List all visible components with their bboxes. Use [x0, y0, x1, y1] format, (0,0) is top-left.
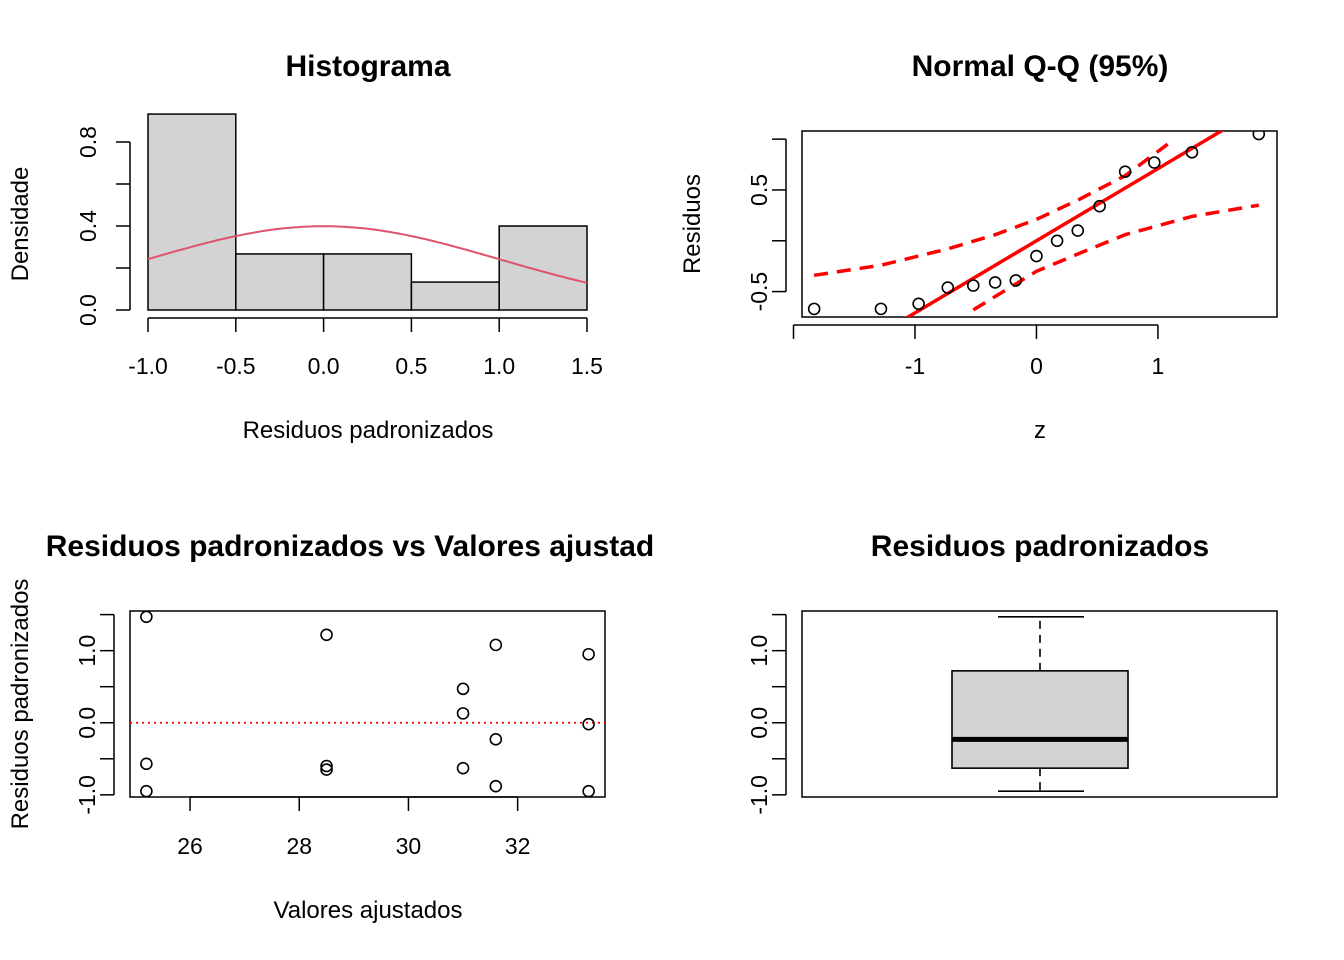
qq-y-tick-label: -0.5	[746, 272, 772, 312]
residuals-y-tick-label: 0.0	[74, 707, 100, 739]
qq-point	[874, 302, 888, 316]
histogram-bar	[410, 281, 500, 311]
histogram-plot: -1.0 -0.5 0.0 0.5 1.0 1.5 0.0 0.4 0.8	[75, 113, 603, 379]
qq-point	[912, 297, 925, 311]
residual-point	[456, 761, 470, 775]
boxplot-panel: Residuos padronizados -1.0 0.0 1.0	[746, 530, 1278, 815]
qq-point	[1093, 199, 1106, 213]
qq-point	[1009, 274, 1023, 287]
qq-point	[941, 281, 955, 294]
boxplot-plot: -1.0 0.0 1.0	[746, 613, 1129, 815]
qq-point	[988, 276, 1002, 289]
residual-point	[320, 628, 333, 642]
residuals-y-tick-label: 1.0	[74, 635, 100, 667]
qq-point	[1071, 224, 1085, 237]
histogram-x-tick-label: 1.5	[571, 353, 603, 379]
residual-point	[489, 733, 503, 746]
residual-point	[582, 647, 595, 661]
qq-ylabel: Residuos	[679, 174, 706, 274]
histogram-y-tick-label: 0.0	[75, 294, 101, 326]
residuals-y-tick-label: -1.0	[74, 775, 100, 815]
qq-x-tick-label: 0	[1030, 353, 1043, 379]
boxplot-y-tick-label: -1.0	[746, 775, 772, 815]
residuals-x-tick-label: 30	[396, 833, 422, 859]
qq-reference-line	[904, 131, 1225, 317]
residual-point	[582, 784, 595, 798]
qq-point	[1148, 156, 1161, 169]
histogram-y-tick-label: 0.8	[75, 126, 101, 158]
histogram-bar	[498, 225, 588, 311]
residuals-vs-fitted-panel: Residuos padronizados vs Valores ajustad…	[7, 530, 654, 924]
histogram-x-tick-label: 1.0	[483, 353, 515, 379]
histogram-bar	[322, 253, 413, 311]
residuals-x-tick-label: 26	[177, 833, 203, 859]
qq-point	[1185, 146, 1199, 159]
residual-point	[320, 763, 333, 776]
residual-point	[489, 638, 503, 652]
qq-plot-frame	[801, 130, 1278, 318]
histogram-x-tick-label: -1.0	[128, 353, 168, 379]
qq-point	[807, 302, 821, 316]
qq-point	[1118, 165, 1132, 178]
residual-point	[456, 682, 470, 696]
residuals-plot-frame	[129, 610, 606, 798]
qq-title: Normal Q-Q (95%)	[912, 50, 1169, 83]
qq-y-tick-label: 0.5	[746, 174, 772, 206]
residuals-vs-fitted-title: Residuos padronizados vs Valores ajustad	[46, 530, 655, 563]
residual-point	[320, 759, 333, 773]
qq-lower-confidence-band	[972, 203, 1260, 312]
qq-point	[1030, 249, 1043, 263]
histogram-title: Histograma	[285, 50, 450, 83]
residuals-x-tick-label: 28	[286, 833, 312, 859]
boxplot-title: Residuos padronizados	[871, 530, 1209, 563]
qq-xlabel: z	[1034, 417, 1046, 444]
histogram-ylabel: Densidade	[7, 167, 34, 282]
residuals-vs-fitted-xlabel: Valores ajustados	[274, 897, 463, 924]
histogram-x-tick-label: -0.5	[216, 353, 256, 379]
histogram-panel: Histograma -1.0 -0.5 0.0 0.5 1.0 1.5 0.0 0.4 0.8…	[7, 50, 603, 444]
boxplot-y-tick-label: 0.0	[746, 707, 772, 739]
histogram-bar	[235, 253, 325, 311]
residuals-vs-fitted-plot: 26 28 30 32 -1.0 0.0 1.0	[74, 610, 605, 859]
qq-plot: -1 0 1 -0.5 0.5	[746, 131, 1266, 379]
residual-point	[456, 707, 470, 720]
residual-point	[140, 610, 153, 624]
residual-point	[582, 717, 595, 731]
residual-point	[140, 757, 153, 771]
interquartile-box	[951, 670, 1129, 769]
histogram-y-tick-label: 0.4	[75, 210, 101, 242]
qq-point	[1050, 234, 1064, 248]
qq-point	[966, 279, 980, 292]
qq-x-tick-label: 1	[1152, 353, 1165, 379]
residuals-x-tick-label: 32	[505, 833, 531, 859]
histogram-bar	[147, 113, 237, 311]
boxplot-plot-frame	[801, 610, 1278, 798]
qq-panel: Normal Q-Q (95%) -1 0 1 -0.5 0.5 z Residuos	[679, 50, 1278, 444]
qq-upper-confidence-band	[813, 142, 1169, 278]
histogram-x-tick-label: 0.5	[395, 353, 427, 379]
boxplot-y-tick-label: 1.0	[746, 635, 772, 667]
normal-density-curve	[147, 225, 588, 284]
qq-x-tick-label: -1	[905, 353, 925, 379]
residual-point	[140, 784, 153, 798]
residuals-vs-fitted-ylabel: Residuos padronizados	[7, 579, 34, 830]
histogram-x-tick-label: 0.0	[308, 353, 340, 379]
histogram-xlabel: Residuos padronizados	[243, 417, 494, 444]
qq-plot-area	[807, 131, 1266, 317]
residual-point	[489, 779, 503, 793]
qq-point	[1252, 131, 1266, 141]
